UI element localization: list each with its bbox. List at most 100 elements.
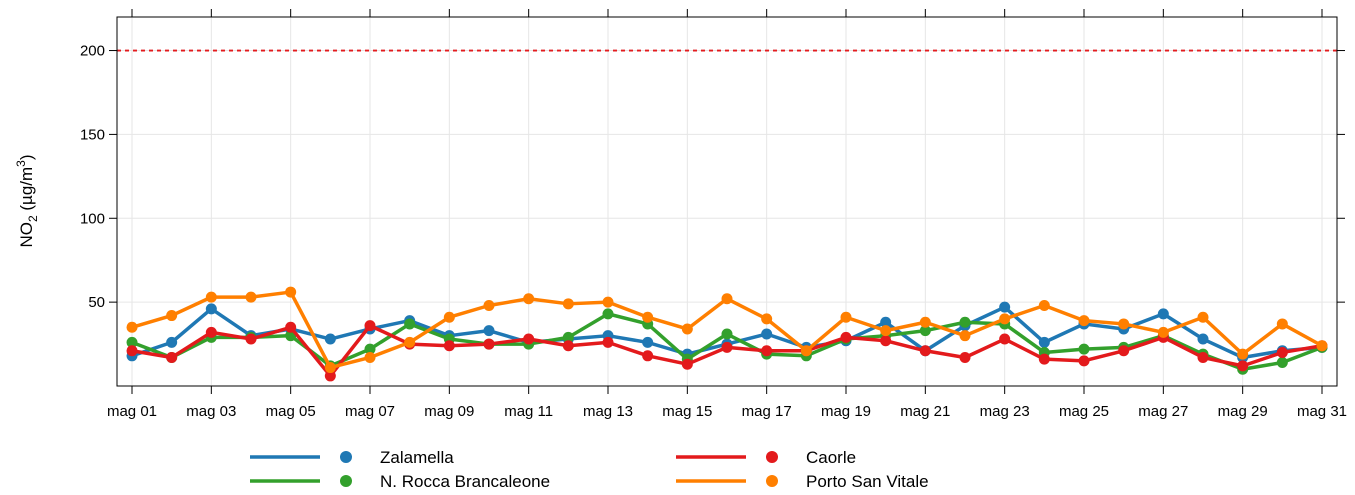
series-3 [126, 286, 1328, 374]
data-point [1157, 308, 1169, 320]
x-tick-label: mag 21 [900, 403, 950, 420]
data-point [483, 338, 495, 350]
legend: Zalamella N. Rocca Brancaleone Caorle Porto… [250, 448, 929, 491]
y-axis-title-sup: 3 [14, 160, 28, 167]
x-tick-label: mag 19 [821, 403, 871, 420]
data-point [562, 298, 574, 310]
x-tick-label: mag 25 [1059, 403, 1109, 420]
data-point [721, 328, 733, 340]
data-point [721, 293, 733, 305]
y-tick-label: 150 [80, 126, 105, 143]
data-point [523, 293, 535, 305]
grid-layer [117, 17, 1337, 386]
data-point [1276, 346, 1288, 358]
data-point [959, 351, 971, 363]
x-tick-label: mag 13 [583, 403, 633, 420]
x-tick-label: mag 11 [504, 403, 553, 420]
data-point [126, 336, 138, 348]
x-tick-label: mag 15 [662, 403, 712, 420]
y-axis-title-main: NO [17, 222, 36, 248]
data-point [126, 345, 138, 357]
data-point [1038, 353, 1050, 365]
data-point [1197, 311, 1209, 323]
legend-item-2: Caorle [676, 448, 856, 467]
legend-item-3: Porto San Vitale [676, 472, 929, 491]
data-point [880, 316, 892, 328]
y-axis-title-sub: 2 [26, 215, 40, 222]
data-point [761, 313, 773, 325]
data-point [443, 311, 455, 323]
data-point [919, 325, 931, 337]
data-point [959, 330, 971, 342]
data-point [602, 336, 614, 348]
data-point [404, 336, 416, 348]
x-tick-label: mag 09 [424, 403, 474, 420]
data-point [681, 358, 693, 370]
data-point [642, 311, 654, 323]
data-point [205, 326, 217, 338]
data-point [126, 321, 138, 333]
data-point [919, 316, 931, 328]
data-point [285, 321, 297, 333]
data-point [483, 325, 495, 337]
data-point [602, 308, 614, 320]
data-point [443, 340, 455, 352]
x-tick-label: mag 27 [1138, 403, 1188, 420]
data-point [999, 301, 1011, 313]
x-tick-label: mag 05 [266, 403, 316, 420]
data-point [285, 286, 297, 298]
data-point [364, 320, 376, 332]
svg-text:NO2 (µg/m3): NO2 (µg/m3) [14, 154, 40, 247]
y-tick-label: 100 [80, 210, 105, 227]
data-point [1197, 351, 1209, 363]
data-point [840, 311, 852, 323]
data-point [404, 318, 416, 330]
data-point [1118, 318, 1130, 330]
y-axis-title-unit: (µg/m [17, 167, 36, 216]
data-point [1157, 326, 1169, 338]
data-point [205, 303, 217, 315]
legend-label: Porto San Vitale [806, 472, 929, 490]
legend-label: Caorle [806, 448, 856, 467]
y-tick-label: 200 [80, 43, 105, 60]
legend-label: Zalamella [380, 448, 454, 467]
data-point [642, 336, 654, 348]
data-point [245, 291, 257, 303]
data-point [1078, 355, 1090, 367]
data-point [166, 336, 178, 348]
data-point [1038, 336, 1050, 348]
x-tick-label: mag 31 [1297, 403, 1347, 420]
data-point [880, 335, 892, 347]
data-point [681, 323, 693, 335]
data-point [562, 340, 574, 352]
data-point [602, 296, 614, 308]
data-point [642, 350, 654, 362]
data-point [761, 328, 773, 340]
x-tick-label: mag 03 [186, 403, 236, 420]
data-point [840, 331, 852, 343]
data-point [483, 299, 495, 311]
legend-swatch-dot [766, 451, 778, 463]
data-point [1197, 333, 1209, 345]
data-point [721, 341, 733, 353]
legend-item-0: Zalamella [250, 448, 454, 467]
data-point [166, 351, 178, 363]
data-point [1237, 360, 1249, 372]
data-point [999, 313, 1011, 325]
y-axis-title: NO2 (µg/m3) [14, 154, 40, 247]
plot-frame [116, 16, 1338, 387]
data-point [919, 345, 931, 357]
data-point [245, 333, 257, 345]
data-point [880, 325, 892, 337]
x-tick-label: mag 23 [980, 403, 1030, 420]
data-point [1038, 299, 1050, 311]
data-point [324, 370, 336, 382]
legend-swatch-dot [766, 475, 778, 487]
legend-label: N. Rocca Brancaleone [380, 472, 550, 490]
data-point [364, 343, 376, 355]
y-axis-title-close: ) [17, 154, 36, 160]
data-point [523, 333, 535, 345]
x-tick-label: mag 01 [107, 403, 157, 420]
series-layer [126, 286, 1328, 382]
axes-layer: 50 100 150 200 mag 01 mag 03 mag 05 mag 07 mag 0… [80, 9, 1347, 420]
